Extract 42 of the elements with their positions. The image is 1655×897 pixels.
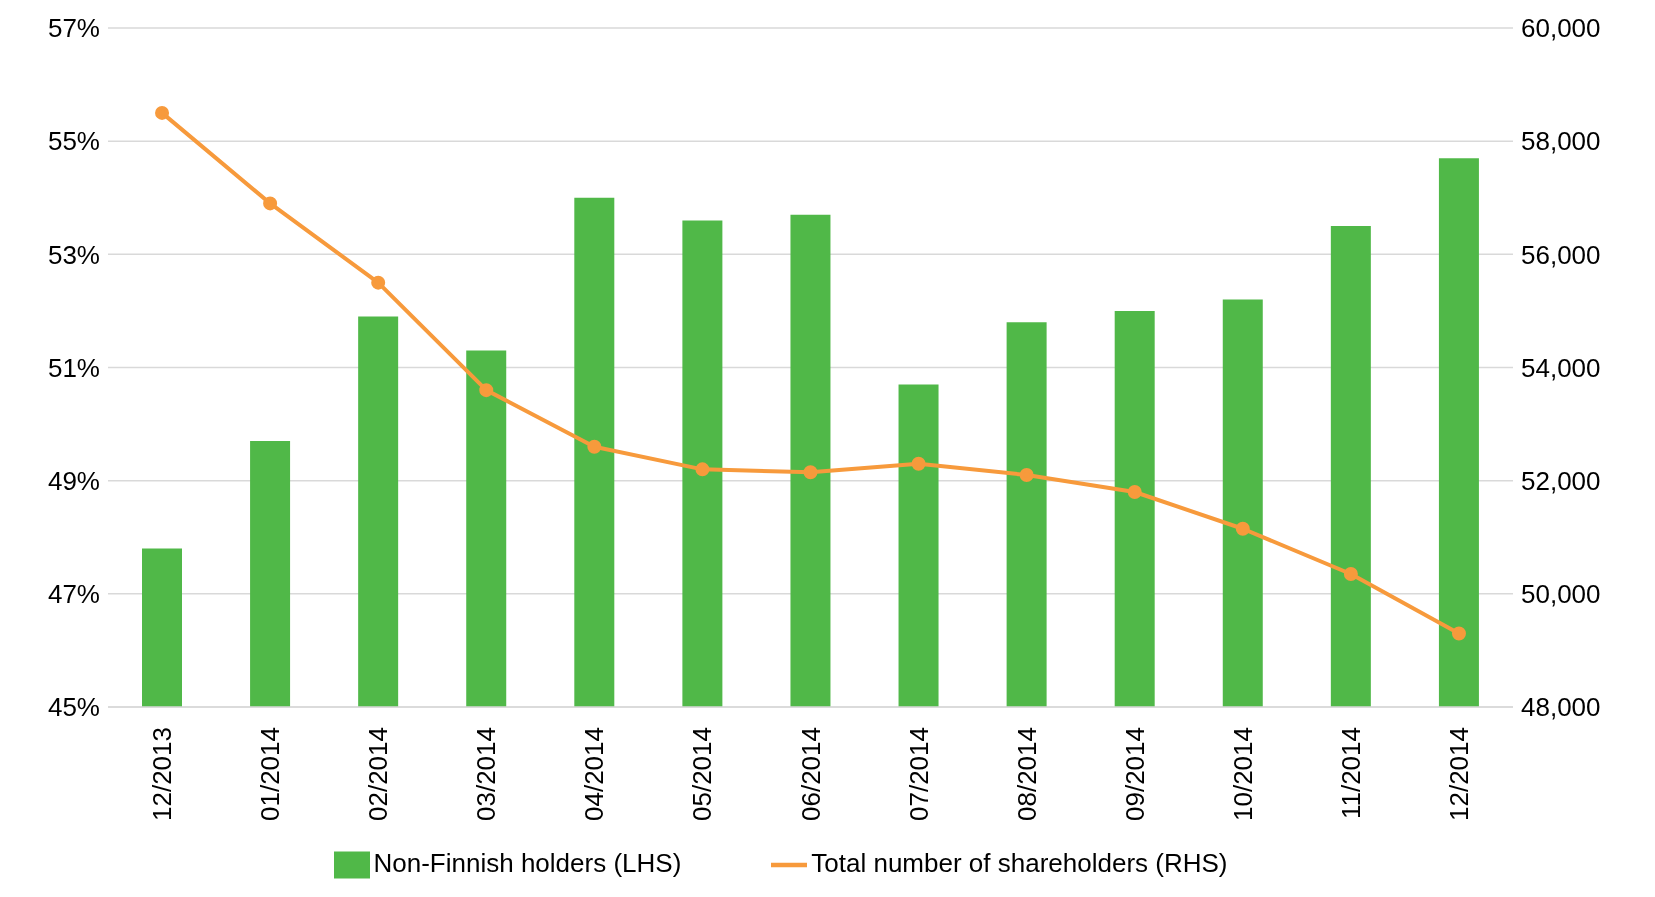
y-tick-label: 49% xyxy=(47,465,100,496)
x-tick-label: 04/2014 xyxy=(579,727,610,821)
point xyxy=(1019,468,1034,483)
point xyxy=(1343,567,1358,582)
point xyxy=(371,275,386,290)
x-tick-label: 09/2014 xyxy=(1119,727,1150,821)
y-tick-label: 57% xyxy=(47,13,100,44)
x-tick-label: 11/2014 xyxy=(1335,727,1366,820)
y-tick-label: 55% xyxy=(47,126,100,157)
point xyxy=(1235,521,1250,536)
x-tick-label: 05/2014 xyxy=(687,727,718,821)
y2-tick-label: 58,000 xyxy=(1521,126,1601,157)
x-tick-label: 12/2014 xyxy=(1443,727,1474,821)
y-tick-label: 51% xyxy=(47,352,100,383)
point xyxy=(695,462,710,477)
x-tick-label: 01/2014 xyxy=(255,727,286,821)
point xyxy=(1451,626,1466,641)
y2-tick-label: 50,000 xyxy=(1521,579,1601,610)
y-tick-label: 45% xyxy=(47,692,100,723)
legend-label: Total number of shareholders (RHS) xyxy=(811,847,1228,878)
x-tick-label: 08/2014 xyxy=(1011,727,1042,821)
point xyxy=(587,439,602,454)
y2-tick-label: 48,000 xyxy=(1521,692,1601,723)
x-tick-label: 06/2014 xyxy=(795,727,826,821)
point xyxy=(155,105,170,120)
y2-tick-label: 60,000 xyxy=(1521,13,1601,44)
legend-label: Non-Finnish holders (LHS) xyxy=(373,847,682,878)
point xyxy=(1127,484,1142,499)
point xyxy=(911,456,926,471)
y-tick-label: 47% xyxy=(47,579,100,610)
point xyxy=(479,383,494,398)
y2-tick-label: 52,000 xyxy=(1521,465,1601,496)
x-tick-label: 03/2014 xyxy=(471,727,502,821)
point xyxy=(803,465,818,480)
x-tick-label: 10/2014 xyxy=(1227,727,1258,821)
x-tick-label: 07/2014 xyxy=(903,727,934,821)
y2-tick-label: 54,000 xyxy=(1521,352,1601,383)
x-tick-label: 12/2013 xyxy=(147,727,178,821)
y2-tick-label: 56,000 xyxy=(1521,239,1601,270)
y-tick-label: 53% xyxy=(47,239,100,270)
point xyxy=(263,196,278,211)
x-tick-label: 02/2014 xyxy=(363,727,394,821)
